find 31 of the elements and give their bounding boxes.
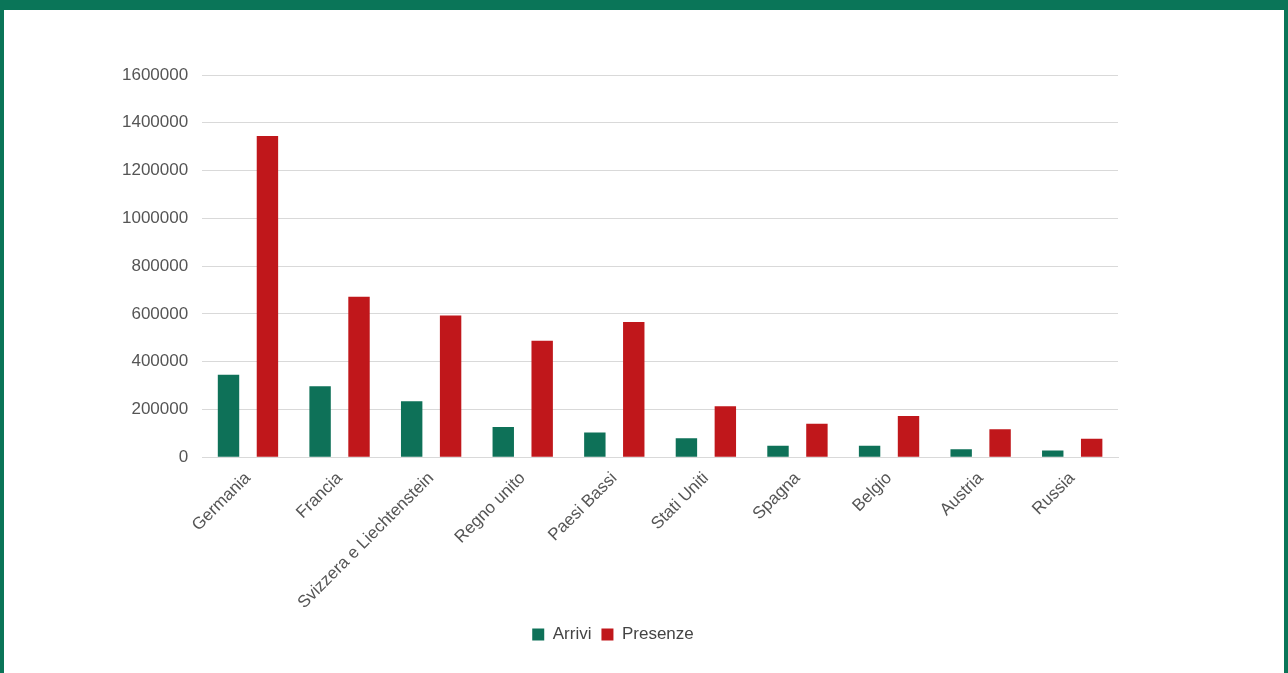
legend-label: Arrivi: [552, 624, 592, 644]
bar: [531, 340, 553, 457]
y-tick-label: 800000: [131, 255, 189, 275]
bar: [309, 386, 331, 457]
bar: [950, 449, 972, 457]
bar: [584, 432, 606, 457]
legend-label: Presenze: [621, 624, 694, 644]
bar: [623, 322, 645, 457]
bar: [767, 445, 789, 457]
y-tick-label: 0: [178, 446, 189, 466]
bar: [439, 315, 462, 457]
bar: [897, 415, 920, 457]
bar: [400, 401, 423, 457]
y-tick-label: 1000000: [121, 208, 189, 228]
y-tick-label: 400000: [131, 351, 189, 371]
y-tick-label: 200000: [131, 399, 189, 419]
bar: [1042, 450, 1064, 457]
bar: [806, 423, 828, 457]
bar: [989, 429, 1011, 457]
y-tick-label: 1200000: [121, 160, 189, 180]
y-tick-label: 1400000: [121, 112, 189, 132]
bar: [256, 135, 279, 457]
bar: [858, 445, 881, 457]
bar: [492, 426, 514, 457]
bar: [348, 296, 370, 457]
y-tick-label: 600000: [131, 303, 189, 323]
bar: [1080, 438, 1103, 457]
y-tick-label: 1600000: [121, 64, 189, 84]
bar: [217, 374, 240, 457]
bar: [714, 406, 737, 457]
bar: [675, 438, 698, 457]
